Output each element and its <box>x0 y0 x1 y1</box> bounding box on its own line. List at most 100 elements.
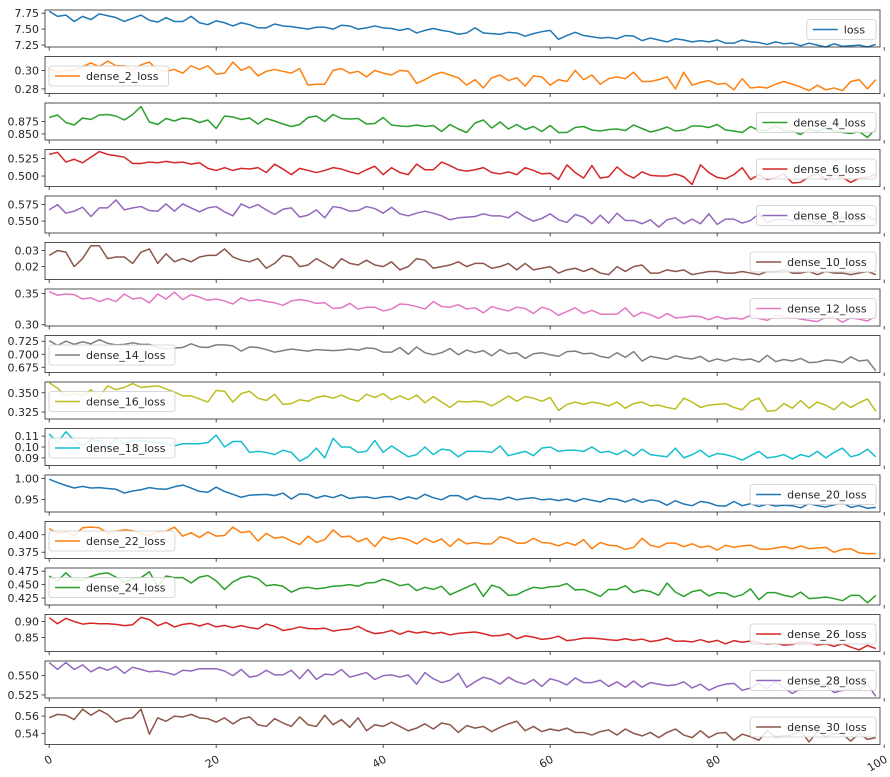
y-tick-label: 0.95 <box>15 493 40 506</box>
axes-frame <box>44 149 881 187</box>
y-tick-label: 0.375 <box>8 546 40 559</box>
legend-box <box>48 437 176 459</box>
axes-frame <box>44 567 881 606</box>
axes-frame <box>44 56 881 94</box>
y-tick-label: 1.00 <box>15 472 40 485</box>
x-tick-label: 20 <box>203 753 222 771</box>
legend: dense_10_loss <box>749 251 877 273</box>
y-tick-label: 0.450 <box>8 579 40 592</box>
y-tick-label: 0.35 <box>15 287 40 300</box>
subplot-dense_28_loss: 0.525 0.550 dense_28_loss <box>8 660 885 702</box>
legend-box <box>756 158 877 180</box>
y-tick-label: 0.850 <box>8 128 40 141</box>
axes-frame <box>44 660 881 699</box>
y-tick-label: 0.350 <box>8 387 40 400</box>
y-tick-label: 0.28 <box>15 83 40 96</box>
y-tick-label: 7.25 <box>15 39 40 52</box>
y-tick-label: 0.475 <box>8 565 40 578</box>
legend-label: dense_14_loss <box>86 349 166 362</box>
axes-frame <box>44 242 881 280</box>
legend-label: dense_26_loss <box>787 628 867 641</box>
y-tick-label: 0.90 <box>15 616 40 629</box>
legend-label: loss <box>844 24 866 37</box>
legend-label: dense_16_loss <box>86 396 166 409</box>
legend-label: dense_10_loss <box>787 256 867 269</box>
legend: dense_12_loss <box>749 298 877 319</box>
legend: dense_2_loss <box>48 65 169 87</box>
y-tick-label: 0.875 <box>8 116 40 129</box>
legend-box <box>48 577 176 598</box>
series-line-dense_10_loss <box>48 244 877 276</box>
axes-frame <box>44 195 881 234</box>
y-tick-label: 0.400 <box>8 529 40 542</box>
axes-frame <box>44 428 881 466</box>
legend: dense_28_loss <box>749 670 877 691</box>
y-tick-label: 0.525 <box>8 689 40 702</box>
subplot-dense_26_loss: 0.85 0.90 dense_26_loss <box>15 614 885 655</box>
legend-box <box>749 623 877 645</box>
legend-label: dense_30_loss <box>787 721 867 734</box>
axes-frame <box>44 102 881 141</box>
legend-box <box>48 65 169 87</box>
series-line-dense_30_loss <box>48 708 876 743</box>
y-tick-label: 0.575 <box>8 199 40 212</box>
legend: dense_22_loss <box>48 530 176 552</box>
subplot-dense_16_loss: 0.325 0.350 dense_16_loss <box>8 381 885 423</box>
legend-box <box>48 530 176 552</box>
legend-label: dense_24_loss <box>86 582 166 595</box>
legend: dense_4_loss <box>756 112 877 133</box>
axes-frame <box>44 381 881 420</box>
subplot-panels: 7.25 7.50 7.75 loss 0.28 0.30 dense_2_loss 0.85… <box>8 7 885 748</box>
y-tick-label: 0.725 <box>8 335 40 348</box>
subplot-dense_30_loss: 0.54 0.56 dense_30_loss <box>15 707 885 748</box>
legend-label: dense_6_loss <box>793 163 866 176</box>
legend-box <box>749 298 877 319</box>
subplot-loss: 7.25 7.50 7.75 loss <box>15 7 885 52</box>
y-tick-label: 0.10 <box>15 441 40 454</box>
series-line-dense_6_loss <box>48 150 877 186</box>
axes-frame <box>44 474 881 513</box>
y-tick-label: 0.02 <box>15 261 40 274</box>
legend-box <box>749 716 877 738</box>
legend-label: dense_22_loss <box>86 535 166 548</box>
y-tick-label: 0.525 <box>8 153 40 166</box>
axes-frame <box>44 288 881 327</box>
subplot-dense_8_loss: 0.550 0.575 dense_8_loss <box>8 195 885 237</box>
y-tick-label: 0.30 <box>15 319 40 332</box>
legend: dense_8_loss <box>756 205 877 226</box>
series-line-dense_24_loss <box>48 571 877 604</box>
axes-frame <box>44 707 881 745</box>
y-tick-label: 0.550 <box>8 670 40 683</box>
legend-box <box>48 344 176 366</box>
y-tick-label: 0.425 <box>8 592 40 605</box>
legend: dense_26_loss <box>749 623 877 645</box>
y-tick-label: 0.675 <box>8 361 40 374</box>
series-line-dense_8_loss <box>48 199 877 228</box>
x-tick-label: 60 <box>537 753 556 771</box>
x-tick-label: 80 <box>704 753 723 771</box>
y-tick-label: 0.11 <box>15 430 40 443</box>
legend: dense_18_loss <box>48 437 176 459</box>
axes-frame <box>44 521 881 559</box>
series-line-dense_22_loss <box>48 526 876 555</box>
series-line-dense_12_loss <box>48 290 877 323</box>
y-tick-label: 0.550 <box>8 215 40 228</box>
y-tick-label: 0.09 <box>15 452 40 465</box>
series-line-dense_16_loss <box>48 382 877 413</box>
subplot-dense_10_loss: 0.02 0.03 dense_10_loss <box>15 242 885 283</box>
legend: loss <box>806 19 877 40</box>
legend-label: dense_4_loss <box>793 117 866 130</box>
legend-label: dense_28_loss <box>787 675 867 688</box>
legend: dense_6_loss <box>756 158 877 180</box>
axes-frame <box>44 9 881 48</box>
subplot-dense_18_loss: 0.090.100.11 dense_18_loss <box>15 428 885 469</box>
legend-label: dense_20_loss <box>787 489 867 502</box>
legend-box <box>756 205 877 226</box>
subplot-dense_6_loss: 0.500 0.525 dense_6_loss <box>8 149 885 190</box>
legend-label: dense_8_loss <box>793 210 866 223</box>
y-tick-label: 0.56 <box>15 710 40 723</box>
y-tick-label: 0.500 <box>8 170 40 183</box>
